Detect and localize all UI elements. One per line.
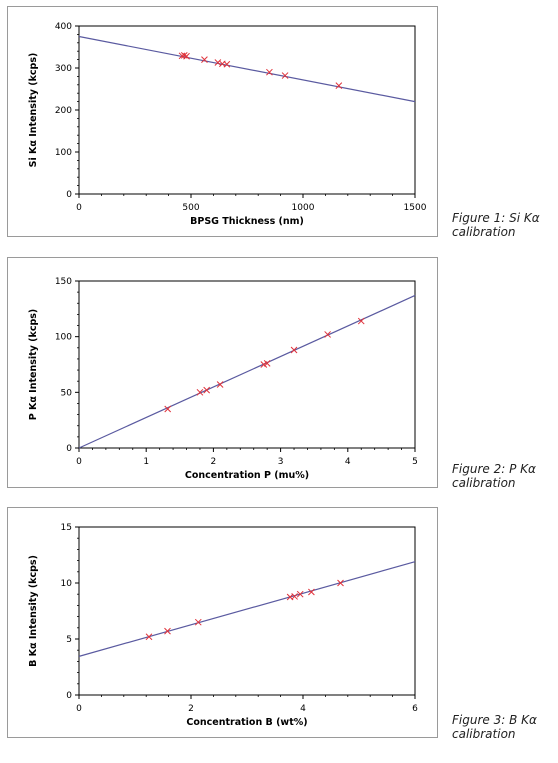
data-point [291,593,298,600]
y-tick-label: 100 [55,148,72,158]
data-point-stroke [194,618,202,626]
data-point-stroke [324,331,331,338]
figure-caption-3: Figure 3: B Kα calibration [452,713,537,741]
data-point [164,627,171,635]
data-point-stroke [337,579,344,587]
y-axis-label: Si Kα Intensity (kcps) [28,53,39,168]
data-point [201,56,208,63]
data-point-stroke [180,52,188,59]
x-axis-label: BPSG Thickness (nm) [190,216,304,227]
x-tick-label: 4 [345,457,351,467]
data-point [194,618,202,626]
fit-line [78,294,416,449]
y-tick-label: 400 [55,22,72,32]
y-tick-label: 10 [61,579,73,589]
data-point [281,72,289,79]
data-point-stroke [286,593,294,601]
y-tick-label: 150 [55,277,72,287]
x-tick-label: 1500 [404,203,427,213]
x-tick-label: 6 [412,704,418,714]
data-point [180,52,188,59]
x-tick-label: 1000 [292,203,315,213]
data-point-stroke [296,590,304,598]
x-tick-label: 500 [182,203,199,213]
x-tick-label: 1 [143,457,149,467]
data-point [183,52,190,60]
figure-caption-1: Figure 1: Si Kα calibration [452,211,540,239]
chart-3: 0 2 4 6 0 5 10 15 Concentration B (wt%) B Kα Inte… [28,523,418,728]
x-tick-label: 0 [76,203,82,213]
data-point-stroke [291,593,298,600]
data-point [263,360,271,367]
x-tick-label: 2 [211,457,217,467]
data-point-stroke [357,317,365,325]
plot-frame [78,280,416,449]
data-point-stroke [183,52,190,60]
data-point [308,588,315,596]
x-tick-label: 3 [278,457,284,467]
data-point [290,346,298,354]
data-point [196,388,204,396]
data-point-stroke [164,627,171,635]
data-point [216,381,224,388]
x-tick-label: 0 [76,704,82,714]
data-point-stroke [164,405,172,413]
data-point [145,633,153,641]
data-point [223,60,231,68]
data-point-stroke [290,346,298,354]
data-point-stroke [223,60,231,68]
data-point-stroke [203,386,211,394]
x-tick-label: 4 [300,704,306,714]
x-axis-label: Concentration P (mu%) [185,470,309,481]
chart-panel-1: 0 500 1000 1500 0 100 200 300 400 BPSG Thickness … [7,6,438,237]
fit-line [78,561,416,657]
data-point-stroke [281,72,289,79]
data-point-stroke [196,388,204,396]
y-tick-label: 0 [66,691,72,701]
chart-panel-2: 0 1 2 3 4 5 0 50 100 150 Concentration P (mu%) P Kα… [7,257,438,488]
data-point-stroke [201,56,208,63]
y-tick-label: 50 [61,388,73,398]
data-point-stroke [266,68,273,76]
chart-1: 0 500 1000 1500 0 100 200 300 400 BPSG Thickness … [28,22,427,227]
y-tick-label: 5 [66,635,72,645]
x-tick-label: 0 [76,457,82,467]
chart-panel-3: 0 2 4 6 0 5 10 15 Concentration B (wt%) B Kα Inte… [7,507,438,738]
plot-frame [78,25,416,195]
data-point-stroke [263,360,271,367]
data-point [324,331,331,338]
x-tick-label: 5 [412,457,418,467]
data-point-stroke [214,59,222,66]
y-tick-label: 15 [61,523,72,533]
y-tick-label: 100 [55,333,72,343]
data-point [296,590,304,598]
y-tick-label: 0 [66,190,72,200]
data-point-stroke [216,381,224,388]
data-point [214,59,222,66]
y-tick-label: 0 [66,444,72,454]
fit-line [78,35,416,103]
data-point [266,68,273,76]
plot-frame [78,526,416,696]
data-point-stroke [308,588,315,596]
y-tick-label: 300 [55,64,72,74]
y-axis-label: P Kα Intensity (kcps) [28,309,39,421]
data-point [335,82,343,89]
y-axis-label: B Kα Intensity (kcps) [28,555,39,667]
figure-caption-2: Figure 2: P Kα calibration [452,462,536,490]
y-tick-label: 200 [55,106,72,116]
data-point-stroke [145,633,153,641]
x-axis-label: Concentration B (wt%) [186,717,307,728]
data-point [203,386,211,394]
data-point [164,405,172,413]
x-tick-label: 2 [188,704,194,714]
data-point-stroke [335,82,343,89]
data-point [337,579,344,587]
data-point [357,317,365,325]
